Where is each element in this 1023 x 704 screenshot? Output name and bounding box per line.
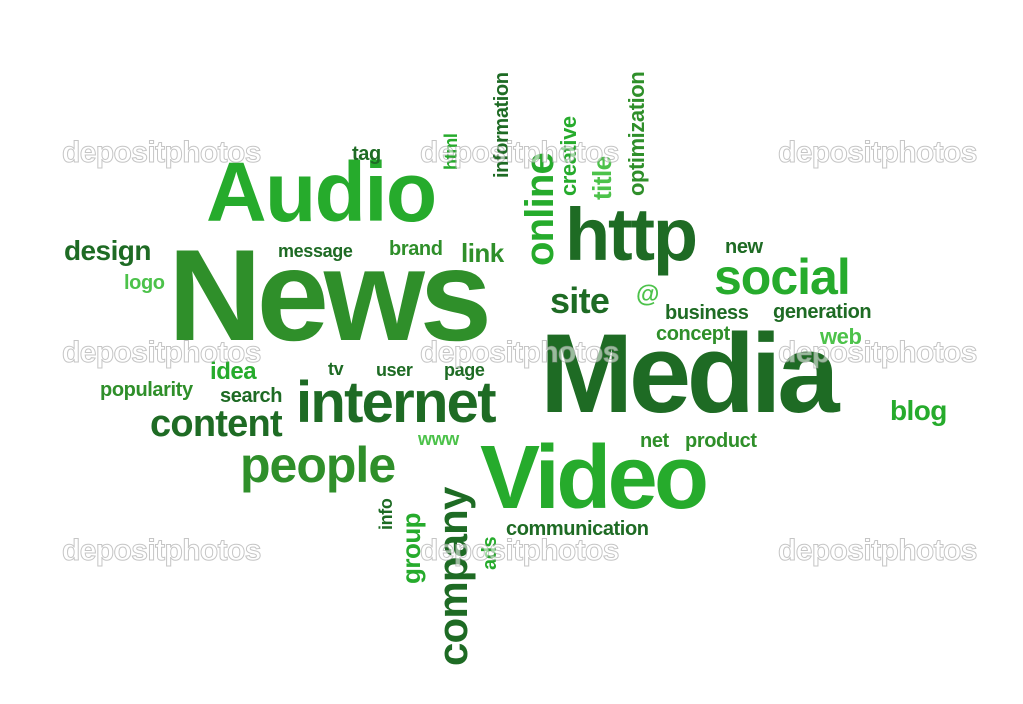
word-web: web (820, 324, 862, 349)
word-link: link (461, 238, 504, 268)
watermark-text: depositphotos (420, 336, 620, 369)
watermark-text: depositphotos (62, 136, 262, 169)
watermark-text: depositphotos (420, 136, 620, 169)
word-news: News (168, 222, 492, 368)
word-social: social (714, 249, 851, 305)
word-http: http (565, 193, 698, 276)
word-online: online (518, 153, 562, 266)
word-brand: brand (389, 238, 443, 260)
watermark-text: depositphotos (62, 336, 262, 369)
watermark-text: depositphotos (778, 336, 978, 369)
watermark-text: depositphotos (778, 534, 978, 567)
word-search: search (220, 385, 283, 407)
word-optimization: optimization (624, 71, 649, 196)
word-communication: communication (506, 518, 649, 540)
word-new: new (725, 236, 763, 258)
word-blog: blog (890, 395, 947, 426)
word-content: content (150, 403, 283, 445)
watermark-text: depositphotos (778, 136, 978, 169)
watermark-text: depositphotos (420, 534, 620, 567)
word-generation: generation (773, 301, 872, 323)
word-at: @ (636, 281, 659, 308)
word-page: page (444, 360, 485, 380)
word-www: www (418, 429, 459, 449)
word-people: people (240, 437, 396, 493)
word-internet: internet (296, 370, 497, 435)
word-popularity: popularity (100, 379, 193, 401)
word-business: business (665, 302, 749, 324)
word-concept: concept (656, 323, 730, 345)
word-tag: tag (352, 143, 381, 165)
word-audio: Audio (206, 145, 437, 239)
word-company: company (429, 487, 476, 666)
word-net: net (640, 430, 669, 452)
word-media: Media (540, 311, 839, 436)
word-message: message (278, 241, 353, 261)
word-product: product (685, 430, 757, 452)
word-idea: idea (210, 358, 257, 385)
word-user: user (376, 360, 413, 380)
watermark-text: depositphotos (62, 534, 262, 567)
word-info: info (376, 498, 396, 530)
word-tv: tv (328, 359, 344, 379)
word-site: site (550, 280, 610, 321)
word-logo: logo (124, 272, 165, 294)
word-video: Video (480, 428, 709, 528)
word-design: design (64, 235, 151, 266)
